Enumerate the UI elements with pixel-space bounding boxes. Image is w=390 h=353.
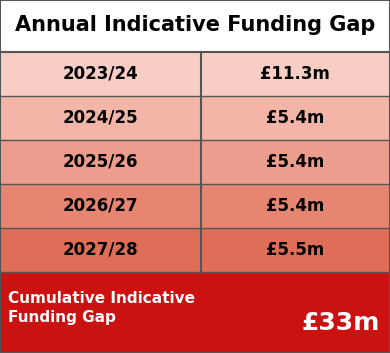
Text: 2025/26: 2025/26: [63, 153, 138, 171]
Text: £5.4m: £5.4m: [266, 153, 324, 171]
Text: £5.5m: £5.5m: [266, 241, 324, 259]
Bar: [0, 96, 390, 140]
Text: 2026/27: 2026/27: [63, 197, 138, 215]
Bar: [0, 273, 390, 353]
Bar: [0, 184, 390, 228]
Text: Cumulative Indicative
Funding Gap: Cumulative Indicative Funding Gap: [8, 291, 195, 325]
Text: Annual Indicative Funding Gap: Annual Indicative Funding Gap: [15, 15, 375, 35]
Text: 2023/24: 2023/24: [62, 65, 138, 83]
Text: 2027/28: 2027/28: [63, 241, 138, 259]
Text: £33m: £33m: [301, 311, 380, 335]
Bar: [0, 140, 390, 184]
Bar: [0, 52, 390, 96]
Text: £5.4m: £5.4m: [266, 197, 324, 215]
Text: £11.3m: £11.3m: [261, 65, 330, 83]
Text: 2024/25: 2024/25: [63, 109, 138, 127]
Text: £5.4m: £5.4m: [266, 109, 324, 127]
Bar: [0, 228, 390, 272]
